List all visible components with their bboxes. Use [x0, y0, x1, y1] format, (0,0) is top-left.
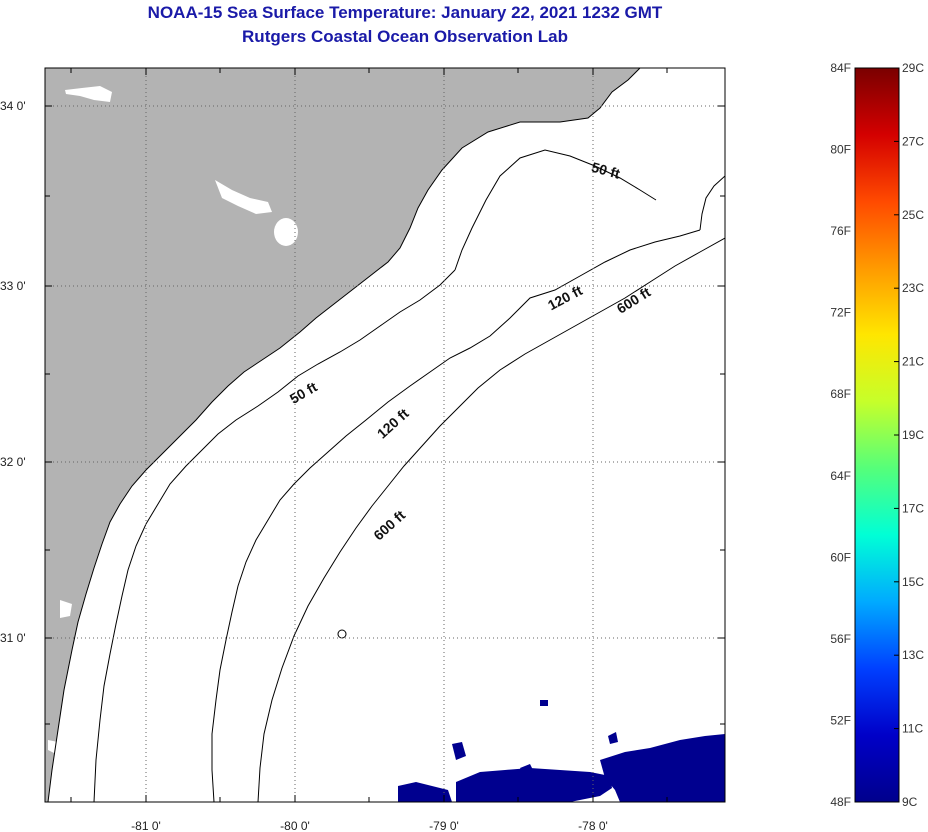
colorbar-c-label: 27C — [902, 134, 924, 148]
lake — [65, 86, 112, 102]
coastline — [47, 68, 641, 802]
lon-tick-label: -81 0' — [131, 819, 161, 832]
map-frame — [44, 67, 726, 803]
land-mass — [45, 68, 640, 802]
colorbar-f-label: 52F — [830, 713, 851, 727]
colorbar-c-label: 29C — [902, 61, 924, 75]
map-subtitle: Rutgers Coastal Ocean Observation Lab — [242, 27, 568, 46]
isobath-120ft-north — [699, 175, 725, 231]
colorbar-c-label: 13C — [902, 648, 924, 662]
lake — [215, 180, 272, 214]
axis-ticks — [45, 68, 725, 802]
colorbar-c-label: 25C — [902, 208, 924, 222]
lake — [48, 740, 70, 754]
lat-tick-label: 32 0' — [0, 455, 26, 469]
lake — [274, 218, 298, 246]
colorbar-c-ticks: 29C 27C 25C 23C 21C 19C 17C 15C 13C 11C 9C — [894, 61, 924, 809]
isobath-50ft — [93, 269, 456, 802]
cold-sst-patches — [398, 700, 725, 802]
colorbar-f-label: 60F — [830, 550, 851, 564]
colorbar-c-label: 17C — [902, 501, 924, 515]
lat-tick-label: 31 0' — [0, 631, 26, 645]
colorbar-f-label: 48F — [830, 795, 851, 809]
lon-tick-label: -80 0' — [280, 819, 310, 832]
colorbar-f-label: 56F — [830, 632, 851, 646]
lon-tick-label: -79 0' — [429, 819, 459, 832]
colorbar-c-label: 9C — [902, 795, 918, 809]
lat-tick-label: 34 0' — [0, 99, 26, 113]
lake — [60, 600, 72, 618]
colorbar-c-label: 21C — [902, 355, 924, 369]
colorbar-f-label: 76F — [830, 224, 851, 238]
isobath-120ft — [211, 229, 701, 802]
graticule — [45, 68, 725, 802]
colorbar-c-label: 11C — [902, 722, 923, 736]
lat-tick-label: 33 0' — [0, 279, 26, 293]
colorbar-c-label: 15C — [902, 575, 924, 589]
colorbar-f-label: 84F — [830, 61, 851, 75]
map-title: NOAA-15 Sea Surface Temperature: January… — [147, 3, 663, 22]
colorbar-c-label: 23C — [902, 281, 924, 295]
colorbar-f-label: 64F — [830, 469, 851, 483]
contour-label-50ft: 50 ft — [590, 159, 622, 182]
lon-tick-label: -78 0' — [578, 819, 608, 832]
colorbar-f-ticks: 84F 80F 76F 72F 68F 64F 60F 56F 52F 48F — [830, 61, 851, 809]
colorbar-c-label: 19C — [902, 428, 924, 442]
colorbar-f-label: 68F — [830, 387, 851, 401]
bay — [598, 96, 628, 130]
isobath-50ft-north — [454, 149, 657, 271]
isobath-600ft — [257, 237, 725, 802]
colorbar — [854, 67, 900, 803]
colorbar-f-label: 80F — [830, 143, 851, 157]
colorbar-f-label: 72F — [830, 306, 851, 320]
